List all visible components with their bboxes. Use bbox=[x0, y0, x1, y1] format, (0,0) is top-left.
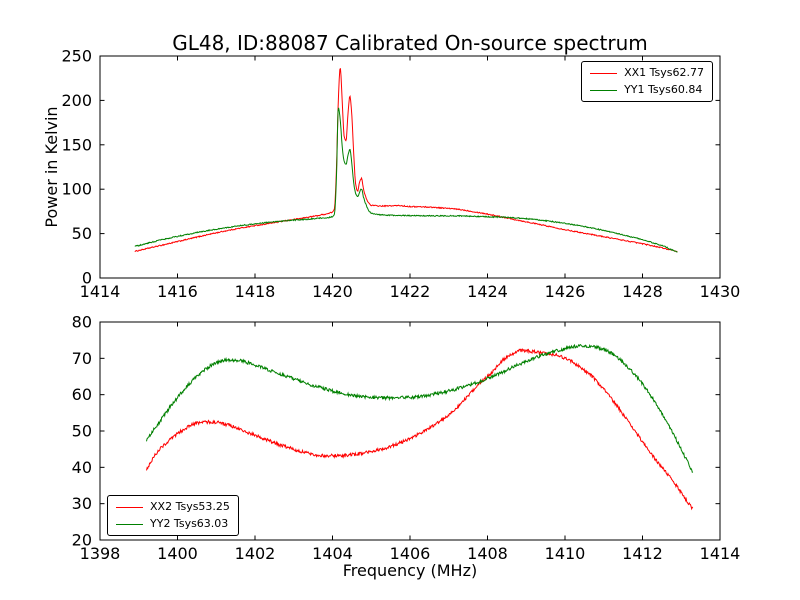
x-tick-label: 1426 bbox=[545, 282, 586, 301]
y-tick-label: 100 bbox=[61, 180, 92, 199]
top-chart: 1414 1416 1418 1420 1422 1424 1426 1428 1430 0 50 1… bbox=[61, 47, 740, 302]
x-tick-label: 1424 bbox=[467, 282, 508, 301]
legend-entry: XX1 Tsys62.77 bbox=[590, 66, 704, 80]
x-tick-label: 1422 bbox=[390, 282, 431, 301]
series-line-xx bbox=[134, 68, 678, 253]
legend-label: YY1 Tsys60.84 bbox=[624, 83, 703, 96]
x-tick-label: 1418 bbox=[235, 282, 276, 301]
bottom-chart: 1398 1400 1402 1404 1406 1408 1410 1412 1414 20 30… bbox=[72, 313, 741, 564]
series-line-yy bbox=[146, 343, 694, 473]
legend-label: XX2 Tsys53.25 bbox=[150, 500, 230, 513]
x-tick-label: 1408 bbox=[467, 544, 508, 563]
y-tick-label: 80 bbox=[72, 313, 92, 332]
legend-label: YY2 Tsys63.03 bbox=[150, 517, 229, 530]
x-tick-label: 1428 bbox=[622, 282, 663, 301]
x-tick-label: 1420 bbox=[312, 282, 353, 301]
x-tick-label: 1430 bbox=[700, 282, 741, 301]
series-line-yy bbox=[134, 107, 678, 253]
x-tick-label: 1412 bbox=[622, 544, 663, 563]
y-tick-label: 50 bbox=[72, 422, 92, 441]
x-tick-label: 1414 bbox=[80, 282, 121, 301]
x-tick-label: 1414 bbox=[700, 544, 741, 563]
series-line-xx bbox=[146, 348, 694, 511]
y-tick-label: 250 bbox=[61, 47, 92, 66]
legend-entry: YY2 Tsys63.03 bbox=[116, 517, 230, 531]
y-tick-label: 0 bbox=[82, 269, 92, 288]
legend-entry: XX2 Tsys53.25 bbox=[116, 500, 230, 514]
y-tick-label: 60 bbox=[72, 385, 92, 404]
bottom-legend: XX2 Tsys53.25 YY2 Tsys63.03 bbox=[107, 495, 239, 536]
legend-line-sample bbox=[116, 506, 143, 508]
y-tick-label: 30 bbox=[72, 494, 92, 513]
legend-entry: YY1 Tsys60.84 bbox=[590, 83, 704, 97]
y-tick-label: 70 bbox=[72, 349, 92, 368]
bottom-x-axis-label: Frequency (MHz) bbox=[342, 561, 478, 580]
y-tick-label: 200 bbox=[61, 91, 92, 110]
legend-label: XX1 Tsys62.77 bbox=[624, 66, 704, 79]
top-legend: XX1 Tsys62.77 YY1 Tsys60.84 bbox=[581, 61, 713, 102]
y-tick-label: 20 bbox=[72, 531, 92, 550]
x-tick-label: 1416 bbox=[157, 282, 198, 301]
y-tick-label: 50 bbox=[72, 224, 92, 243]
x-tick-label: 1398 bbox=[80, 544, 121, 563]
y-tick-label: 150 bbox=[61, 135, 92, 154]
x-tick-label: 1400 bbox=[157, 544, 198, 563]
x-tick-label: 1402 bbox=[235, 544, 276, 563]
legend-line-sample bbox=[590, 72, 618, 74]
x-tick-label: 1406 bbox=[390, 544, 431, 563]
chart-title: GL48, ID:88087 Calibrated On-source spec… bbox=[172, 31, 648, 55]
x-tick-label: 1410 bbox=[545, 544, 586, 563]
legend-line-sample bbox=[590, 89, 618, 91]
y-tick-label: 40 bbox=[72, 458, 92, 477]
top-y-axis-label: Power in Kelvin bbox=[42, 106, 61, 228]
legend-line-sample bbox=[116, 523, 143, 525]
x-tick-label: 1404 bbox=[312, 544, 353, 563]
